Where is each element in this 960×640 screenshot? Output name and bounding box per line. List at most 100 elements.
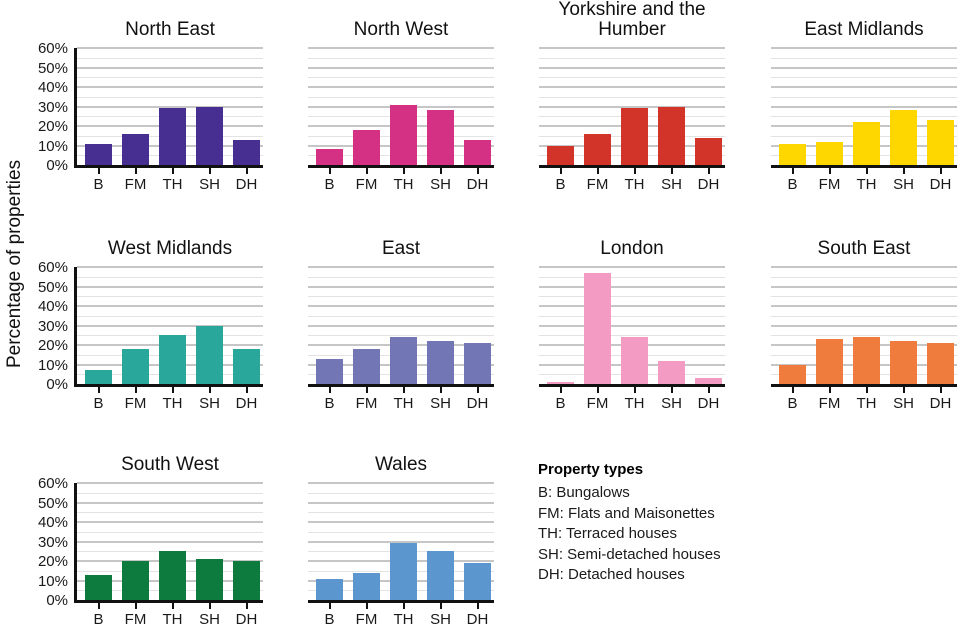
x-tick-th — [402, 168, 405, 174]
y-tick-label-10: 10% — [37, 356, 68, 374]
bar-west-midlands-sh — [196, 325, 223, 384]
bar-london-sh — [658, 360, 685, 384]
legend-item-3: SH: Semi-detached houses — [538, 545, 721, 563]
major-gridline-50 — [539, 285, 725, 288]
chart-panel-south-west: South West B FM TH SH DH 60% 50% 40% 30% 20% 10% 0% — [38, 455, 263, 628]
minor-gridline-35 — [539, 315, 725, 317]
bar-south-east-fm — [816, 339, 843, 384]
major-gridline-40 — [308, 305, 494, 307]
chart-panel-north-east: North East B FM TH SH DH 60% 50% 40% 30% 20% 10% 0% — [38, 20, 263, 193]
x-tick-label-dh: DH — [697, 395, 720, 412]
x-tick-th — [865, 387, 868, 393]
bar-east-fm — [353, 348, 380, 384]
bar-south-east-dh — [927, 343, 954, 384]
x-tick-label-dh: DH — [235, 176, 258, 193]
minor-gridline-25 — [308, 335, 494, 337]
bar-north-west-fm — [353, 129, 380, 165]
bar-west-midlands-th — [159, 335, 186, 384]
x-tick-dh — [476, 387, 479, 393]
minor-gridline-45 — [77, 512, 263, 514]
x-tick-fm — [596, 168, 599, 174]
x-tick-label-fm: FM — [586, 176, 609, 193]
x-tick-sh — [439, 168, 442, 174]
x-tick-label-fm: FM — [818, 395, 841, 412]
bar-south-west-dh — [233, 561, 260, 600]
major-gridline-50 — [77, 285, 263, 288]
bar-east-dh — [464, 343, 491, 384]
x-axis-line — [771, 384, 957, 387]
bar-north-west-th — [390, 104, 417, 165]
x-tick-label-th: TH — [162, 395, 183, 412]
x-tick-dh — [476, 168, 479, 174]
x-tick-th — [171, 387, 174, 393]
bar-east-sh — [427, 341, 454, 384]
x-tick-label-fm: FM — [355, 176, 378, 193]
major-gridline-30 — [308, 324, 494, 327]
y-tick-label-0: 0% — [46, 157, 68, 174]
panel-title-south-west: South West — [121, 454, 219, 475]
major-gridline-60 — [77, 266, 263, 268]
x-axis-line — [539, 384, 725, 387]
major-gridline-50 — [308, 285, 494, 288]
x-tick-label-sh: SH — [893, 176, 914, 193]
x-tick-label-sh: SH — [430, 176, 451, 193]
minor-gridline-35 — [539, 96, 725, 98]
x-axis-line — [308, 165, 494, 168]
legend-item-4: DH: Detached houses — [538, 566, 685, 584]
x-tick-dh — [707, 387, 710, 393]
x-tick-label-sh: SH — [199, 176, 220, 193]
minor-gridline-45 — [539, 77, 725, 79]
x-tick-sh — [439, 387, 442, 393]
major-gridline-60 — [77, 47, 263, 49]
bar-north-west-sh — [427, 110, 454, 165]
bar-south-east-sh — [890, 341, 917, 384]
x-tick-label-th: TH — [162, 176, 183, 193]
x-tick-label-sh: SH — [199, 611, 220, 628]
x-tick-label-dh: DH — [235, 395, 258, 412]
minor-gridline-55 — [77, 492, 263, 494]
x-tick-fm — [828, 387, 831, 393]
x-tick-fm — [134, 168, 137, 174]
panel-title-east-midlands: East Midlands — [804, 19, 924, 40]
x-tick-fm — [828, 168, 831, 174]
x-tick-label-dh: DH — [929, 395, 952, 412]
minor-gridline-45 — [771, 77, 957, 79]
bar-wales-sh — [427, 551, 454, 600]
x-tick-label-fm: FM — [586, 395, 609, 412]
x-tick-label-sh: SH — [661, 395, 682, 412]
x-tick-b — [97, 168, 100, 174]
x-tick-label-b: B — [324, 611, 335, 628]
minor-gridline-45 — [308, 77, 494, 79]
x-tick-label-dh: DH — [697, 176, 720, 193]
x-tick-th — [171, 603, 174, 609]
major-gridline-40 — [308, 86, 494, 88]
major-gridline-30 — [771, 105, 957, 108]
bar-yorkshire-and-the-humber-sh — [658, 106, 685, 165]
x-axis-line — [74, 165, 263, 168]
y-tick-label-50: 50% — [37, 278, 68, 296]
major-gridline-30 — [308, 540, 494, 543]
x-tick-label-fm: FM — [355, 395, 378, 412]
minor-gridline-25 — [771, 335, 957, 337]
chart-panel-wales: Wales B FM TH SH DH — [308, 455, 494, 628]
bar-east-midlands-dh — [927, 120, 954, 165]
x-axis-line — [771, 165, 957, 168]
minor-gridline-55 — [539, 57, 725, 59]
x-tick-b — [791, 387, 794, 393]
x-tick-b — [559, 168, 562, 174]
minor-gridline-55 — [771, 57, 957, 59]
major-gridline-30 — [77, 324, 263, 327]
bar-wales-dh — [464, 562, 491, 600]
y-tick-label-30: 30% — [37, 533, 68, 551]
minor-gridline-45 — [308, 512, 494, 514]
legend-title: Property types — [538, 461, 644, 478]
bar-west-midlands-b — [85, 370, 112, 384]
major-gridline-60 — [308, 266, 494, 268]
x-tick-th — [865, 168, 868, 174]
x-tick-sh — [439, 603, 442, 609]
x-tick-fm — [134, 387, 137, 393]
bar-east-midlands-b — [779, 143, 806, 165]
y-tick-label-40: 40% — [37, 298, 68, 315]
x-tick-label-sh: SH — [430, 395, 451, 412]
major-gridline-30 — [77, 105, 263, 108]
